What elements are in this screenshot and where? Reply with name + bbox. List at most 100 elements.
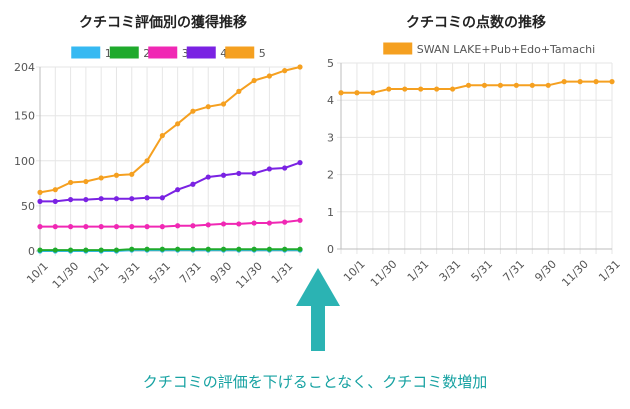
- data-point: [52, 187, 58, 193]
- x-tick-label: 5/31: [146, 260, 173, 287]
- data-point: [593, 79, 599, 85]
- data-point: [67, 224, 74, 230]
- data-point: [205, 222, 211, 228]
- x-tick-label: 3/31: [116, 260, 143, 287]
- data-point: [190, 246, 196, 252]
- legend-label: 2: [143, 47, 150, 60]
- data-point: [144, 158, 150, 164]
- data-point: [577, 79, 583, 85]
- x-tick-label: 10/1: [341, 258, 368, 285]
- chart-title: クチコミ評価別の獲得推移: [79, 14, 247, 31]
- data-point: [338, 90, 344, 96]
- data-point: [266, 73, 273, 79]
- data-point: [236, 221, 242, 227]
- x-tick-label: 7/31: [177, 260, 204, 287]
- data-point: [370, 90, 376, 96]
- x-tick-label: 3/31: [437, 258, 464, 285]
- caption-text: クチコミの評価を下げることなく、クチコミ数増加: [142, 373, 488, 391]
- data-point: [159, 195, 165, 201]
- x-tick-label: 1/31: [85, 260, 112, 287]
- data-point: [159, 224, 165, 230]
- y-tick-label: 1: [327, 206, 334, 219]
- y-tick-label: 0: [327, 243, 334, 256]
- chart-score-trend: クチコミの点数の推移 SWAN LAKE+Pub+Edo+Tamachi 0 1 2 3 4…: [327, 14, 623, 289]
- data-point: [190, 181, 196, 187]
- data-point: [83, 224, 89, 230]
- y-tick-label: 2: [327, 169, 334, 182]
- data-point: [418, 86, 424, 92]
- data-point: [251, 220, 257, 226]
- y-tick-label: 204: [14, 61, 35, 74]
- data-point: [98, 247, 104, 253]
- y-tick-label: 4: [327, 94, 334, 107]
- x-tick-label: 11/30: [50, 260, 82, 292]
- data-point: [220, 172, 227, 178]
- data-point: [282, 165, 288, 171]
- x-tick-label: 1/31: [405, 258, 432, 285]
- x-tick-label: 9/30: [208, 260, 235, 287]
- data-point: [98, 224, 104, 230]
- arrow-shaft: [311, 298, 325, 351]
- data-point: [354, 90, 360, 96]
- legend-swatch-SWAN LAKE+Pub+Edo+Tamachi: [383, 42, 413, 55]
- data-point: [545, 82, 551, 88]
- data-point: [529, 82, 535, 88]
- data-point: [236, 170, 242, 177]
- y-tick-label: 5: [327, 57, 334, 70]
- x-tick-label: 11/30: [559, 258, 591, 290]
- data-point: [175, 187, 181, 193]
- series-line-2: [40, 248, 300, 252]
- data-point: [144, 246, 150, 252]
- data-point: [83, 247, 89, 253]
- data-point: [266, 246, 273, 252]
- y-tick-label: 100: [14, 155, 35, 168]
- data-point: [236, 246, 242, 252]
- data-point: [113, 224, 120, 230]
- data-point: [144, 224, 150, 230]
- data-point: [251, 77, 257, 84]
- data-point: [83, 196, 89, 203]
- data-point: [220, 221, 227, 227]
- x-tick-label: 9/30: [532, 258, 559, 285]
- data-point: [481, 82, 488, 88]
- data-point: [251, 246, 257, 252]
- data-point: [52, 198, 58, 204]
- data-point: [434, 86, 440, 92]
- data-point: [113, 247, 120, 253]
- series-line-3: [40, 219, 301, 228]
- y-tick-label: 0: [28, 245, 35, 258]
- up-arrow-icon: [296, 268, 340, 351]
- data-point: [129, 171, 135, 177]
- data-point: [266, 220, 273, 226]
- data-point: [282, 246, 288, 252]
- data-point: [37, 224, 43, 230]
- data-point: [561, 79, 567, 85]
- data-point: [609, 79, 615, 85]
- data-point: [83, 178, 89, 185]
- x-tick-label: 11/30: [233, 260, 265, 292]
- data-point: [205, 104, 211, 110]
- data-point: [129, 196, 135, 202]
- data-point: [220, 101, 227, 107]
- data-point: [98, 175, 104, 181]
- data-point: [251, 170, 257, 177]
- data-point: [67, 196, 74, 203]
- y-tick-label: 150: [14, 110, 35, 123]
- data-point: [205, 174, 211, 180]
- data-point: [465, 82, 472, 88]
- data-point: [386, 86, 392, 92]
- legend-swatch-4: [186, 46, 216, 59]
- data-point: [297, 64, 303, 70]
- data-point: [513, 82, 519, 88]
- data-point: [129, 224, 135, 230]
- x-tick-label: 7/31: [500, 258, 527, 285]
- y-tick-label: 50: [21, 200, 35, 213]
- legend-label: 1: [105, 47, 112, 60]
- data-point: [144, 195, 150, 201]
- data-point: [159, 132, 165, 139]
- data-point: [449, 86, 456, 92]
- x-tick-label: 10/1: [24, 260, 51, 287]
- data-point: [37, 198, 43, 204]
